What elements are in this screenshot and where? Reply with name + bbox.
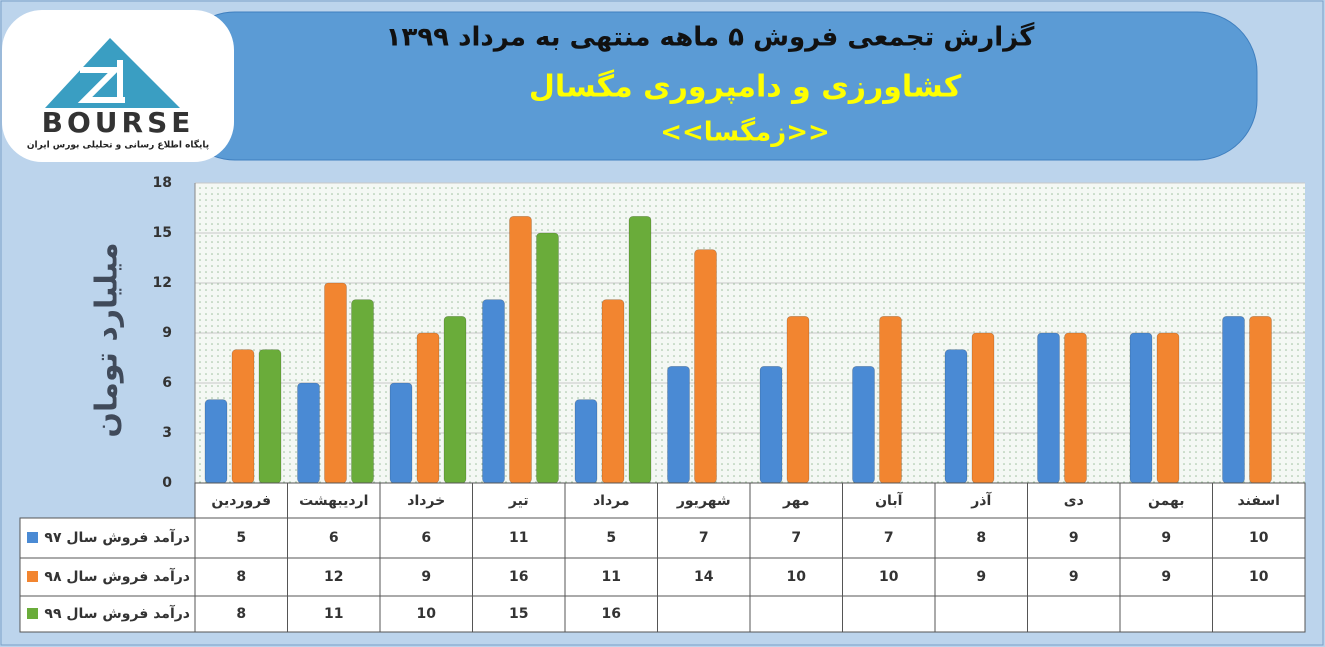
table-value: 5 bbox=[606, 530, 616, 546]
x-tick-label: مرداد bbox=[593, 493, 630, 509]
logo-glyph bbox=[77, 60, 125, 103]
bar bbox=[852, 366, 875, 484]
table-value: 8 bbox=[236, 569, 246, 585]
bar bbox=[1249, 316, 1272, 484]
x-tick-label: تیر bbox=[508, 493, 529, 509]
table-value: 9 bbox=[1069, 530, 1079, 546]
table-value: 7 bbox=[884, 530, 894, 546]
table-bg bbox=[19, 517, 1306, 633]
bar bbox=[694, 249, 717, 484]
bar bbox=[536, 232, 559, 484]
logo-text: BOURSE bbox=[42, 106, 195, 139]
table-value: 11 bbox=[602, 569, 621, 585]
table-value: 10 bbox=[1249, 530, 1269, 546]
y-tick-label: 12 bbox=[153, 275, 172, 291]
bar bbox=[324, 282, 347, 484]
legend-swatch bbox=[27, 608, 38, 619]
bar bbox=[1222, 316, 1245, 484]
x-tick-label: اسفند bbox=[1238, 493, 1280, 509]
logo-tagline: پایگاه اطلاع رسانی و تحلیلی بورس ایران bbox=[27, 139, 209, 151]
table-value: 9 bbox=[1161, 530, 1171, 546]
table-value: 11 bbox=[509, 530, 528, 546]
legend-label: درآمد فروش سال ۹۹ bbox=[44, 604, 190, 622]
y-tick-label: 15 bbox=[153, 225, 172, 241]
table-value: 16 bbox=[509, 569, 528, 585]
legend-swatch bbox=[27, 532, 38, 543]
table-value: 6 bbox=[421, 530, 431, 546]
bar bbox=[1064, 332, 1087, 484]
x-tick-label: اردیبهشت bbox=[299, 493, 368, 509]
table-value: 14 bbox=[694, 569, 714, 585]
table-value: 7 bbox=[699, 530, 709, 546]
table-value: 7 bbox=[791, 530, 801, 546]
table-value: 10 bbox=[1249, 569, 1269, 585]
table-value: 10 bbox=[417, 606, 437, 622]
bar bbox=[628, 216, 652, 484]
table-value: 16 bbox=[602, 606, 621, 622]
bar bbox=[509, 216, 532, 484]
table-value: 15 bbox=[509, 606, 528, 622]
y-tick-label: 3 bbox=[162, 425, 172, 441]
legend-swatch bbox=[27, 571, 38, 582]
bar bbox=[1129, 332, 1153, 484]
table-value: 9 bbox=[1069, 569, 1079, 585]
x-tick-label: شهریور bbox=[676, 493, 731, 509]
bar bbox=[879, 316, 902, 484]
chart-subtitle: کشاورزی و دامپروری مگسال bbox=[529, 69, 962, 105]
legend-label: درآمد فروش سال ۹۸ bbox=[44, 567, 190, 585]
x-tick-label: بهمن bbox=[1148, 493, 1184, 509]
bar bbox=[786, 316, 810, 484]
table-value: 9 bbox=[421, 569, 431, 585]
bar bbox=[416, 332, 440, 484]
legend-label: درآمد فروش سال ۹۷ bbox=[44, 528, 190, 546]
x-tick-label: فروردین bbox=[211, 493, 271, 509]
bar bbox=[759, 366, 783, 484]
y-tick-label: 9 bbox=[162, 325, 172, 341]
y-tick-label: 18 bbox=[153, 175, 172, 191]
bar bbox=[574, 399, 598, 484]
y-axis-label: میلیارد تومان bbox=[90, 242, 125, 437]
chart-symbol: <<زمگسا>> bbox=[660, 117, 830, 148]
bar bbox=[297, 382, 320, 484]
bar bbox=[482, 299, 505, 484]
y-tick-label: 0 bbox=[162, 475, 172, 491]
bar bbox=[667, 366, 690, 484]
bar bbox=[351, 299, 374, 484]
bar bbox=[944, 349, 968, 484]
bar bbox=[204, 399, 228, 484]
bar bbox=[258, 349, 282, 484]
bar bbox=[971, 332, 995, 484]
table-value: 9 bbox=[976, 569, 986, 585]
bar bbox=[389, 382, 413, 484]
bar bbox=[231, 349, 255, 484]
table-value: 8 bbox=[236, 606, 246, 622]
x-tick-label: مهر bbox=[782, 493, 810, 509]
table-value: 12 bbox=[324, 569, 343, 585]
table-value: 10 bbox=[787, 569, 807, 585]
table-value: 11 bbox=[324, 606, 343, 622]
x-tick-label: دی bbox=[1064, 493, 1084, 509]
bar bbox=[601, 299, 625, 484]
y-tick-label: 6 bbox=[162, 375, 172, 391]
bar bbox=[443, 316, 467, 484]
table-value: 8 bbox=[976, 530, 986, 546]
table-value: 5 bbox=[236, 530, 246, 546]
x-tick-label: خرداد bbox=[407, 493, 445, 509]
bar bbox=[1156, 332, 1180, 484]
x-tick-label: آبان bbox=[875, 491, 903, 509]
table-value: 6 bbox=[329, 530, 339, 546]
table-value: 9 bbox=[1161, 569, 1171, 585]
table-value: 10 bbox=[879, 569, 899, 585]
x-tick-label: آذر bbox=[970, 491, 992, 509]
chart-title: گزارش تجمعی فروش ۵ ماهه منتهی به مرداد ۱… bbox=[386, 22, 1036, 53]
bar bbox=[1037, 332, 1060, 484]
